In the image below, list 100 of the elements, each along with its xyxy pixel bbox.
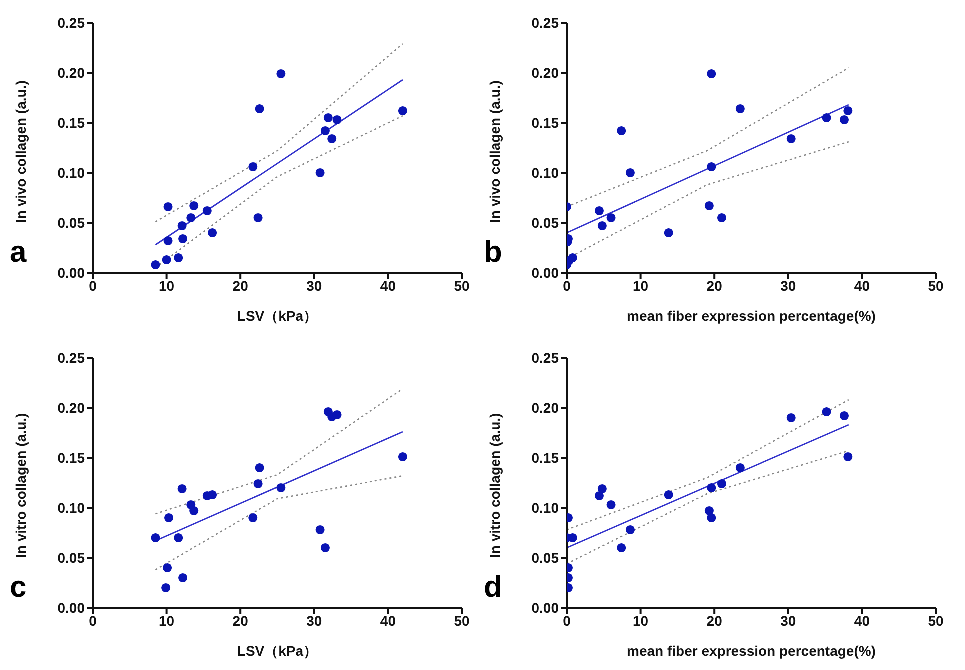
point (254, 479, 263, 489)
y-tick-label: 0.00 (532, 264, 560, 281)
y-tick-label: 0.10 (532, 164, 560, 181)
point (178, 573, 188, 583)
x-tick-label: 50 (928, 612, 944, 629)
y-tick-label: 0.20 (532, 400, 560, 416)
x-tick-label: 50 (454, 278, 470, 294)
y-axis-title: In vivo collagen (a.u.) (12, 80, 29, 223)
point (163, 563, 172, 573)
x-tick-label: 20 (232, 278, 249, 294)
text: c (10, 571, 27, 605)
point (398, 452, 408, 462)
point (707, 483, 716, 493)
point (594, 206, 604, 216)
point (332, 115, 342, 125)
point (606, 213, 616, 223)
point (328, 134, 337, 144)
point (822, 113, 832, 123)
y-tick-label: 0.20 (58, 400, 86, 416)
point (316, 525, 325, 535)
point (276, 69, 286, 79)
point (174, 253, 184, 263)
point (606, 500, 616, 510)
x-tick-label: 10 (159, 278, 175, 294)
point (398, 106, 408, 116)
point (736, 463, 745, 473)
point (664, 490, 674, 500)
point (664, 228, 674, 238)
y-tick-label: 0.10 (58, 164, 86, 181)
x-tick-label: 20 (706, 278, 723, 294)
x-tick-label: 40 (854, 278, 870, 294)
x-tick-label: 20 (232, 612, 249, 629)
point (707, 69, 716, 79)
point (617, 126, 626, 136)
point (840, 411, 849, 421)
x-tick-label: 20 (706, 612, 723, 629)
y-tick-label: 0.15 (532, 450, 560, 466)
y-tick-label: 0.05 (58, 550, 86, 566)
text: b (484, 236, 502, 270)
y-tick-label: 0.25 (58, 350, 86, 366)
point (626, 525, 635, 535)
x-axis-title: mean fiber expression percentage(%) (627, 308, 876, 324)
point (626, 168, 635, 178)
point (178, 484, 187, 494)
y-tick-label: 0.15 (58, 450, 86, 466)
point (332, 410, 342, 420)
y-tick-label: 0.10 (532, 500, 560, 516)
point (174, 533, 184, 543)
point (208, 490, 218, 500)
y-tick-label: 0.20 (58, 64, 86, 81)
point (202, 206, 212, 216)
point (598, 221, 607, 231)
point (190, 506, 199, 516)
point (190, 201, 199, 211)
x-axis-title: mean fiber expression percentage(%) (627, 643, 876, 659)
y-tick-label: 0.15 (532, 114, 560, 131)
text: d (484, 571, 502, 605)
point (840, 115, 849, 125)
x-tick-label: 10 (633, 612, 649, 629)
point (186, 213, 196, 223)
point (786, 134, 796, 144)
x-tick-label: 40 (380, 278, 396, 294)
point (717, 213, 726, 223)
point (568, 253, 578, 263)
point (164, 202, 173, 212)
x-tick-label: 50 (454, 612, 470, 629)
y-tick-label: 0.10 (58, 500, 86, 516)
point (736, 104, 745, 114)
point (707, 162, 716, 172)
y-tick-label: 0.05 (58, 214, 86, 231)
x-tick-label: 10 (633, 278, 649, 294)
x-tick-label: 40 (854, 612, 870, 629)
x-tick-label: 0 (563, 612, 572, 629)
point (617, 543, 626, 553)
point (594, 491, 604, 501)
point (151, 260, 160, 270)
point (717, 479, 726, 489)
y-tick-label: 0.25 (58, 14, 86, 31)
point (320, 543, 330, 553)
y-tick-label: 0.25 (532, 350, 560, 366)
point (844, 452, 853, 462)
x-tick-label: 0 (563, 278, 572, 294)
point (324, 113, 333, 123)
y-tick-label: 0.20 (532, 64, 560, 81)
point (822, 407, 832, 417)
x-tick-label: 40 (380, 612, 396, 629)
point (255, 104, 264, 114)
y-axis-title: In vivo collagen (a.u.) (486, 80, 503, 223)
y-tick-label: 0.00 (58, 600, 86, 616)
point (844, 106, 853, 116)
x-tick-label: 0 (89, 278, 98, 294)
x-axis-title: LSV（kPa） (237, 308, 318, 324)
point (786, 413, 796, 423)
point (178, 234, 188, 244)
point (568, 533, 578, 543)
point (707, 513, 716, 523)
y-tick-label: 0.25 (532, 14, 560, 31)
point (151, 533, 160, 543)
point (208, 228, 218, 238)
y-tick-label: 0.05 (532, 214, 560, 231)
